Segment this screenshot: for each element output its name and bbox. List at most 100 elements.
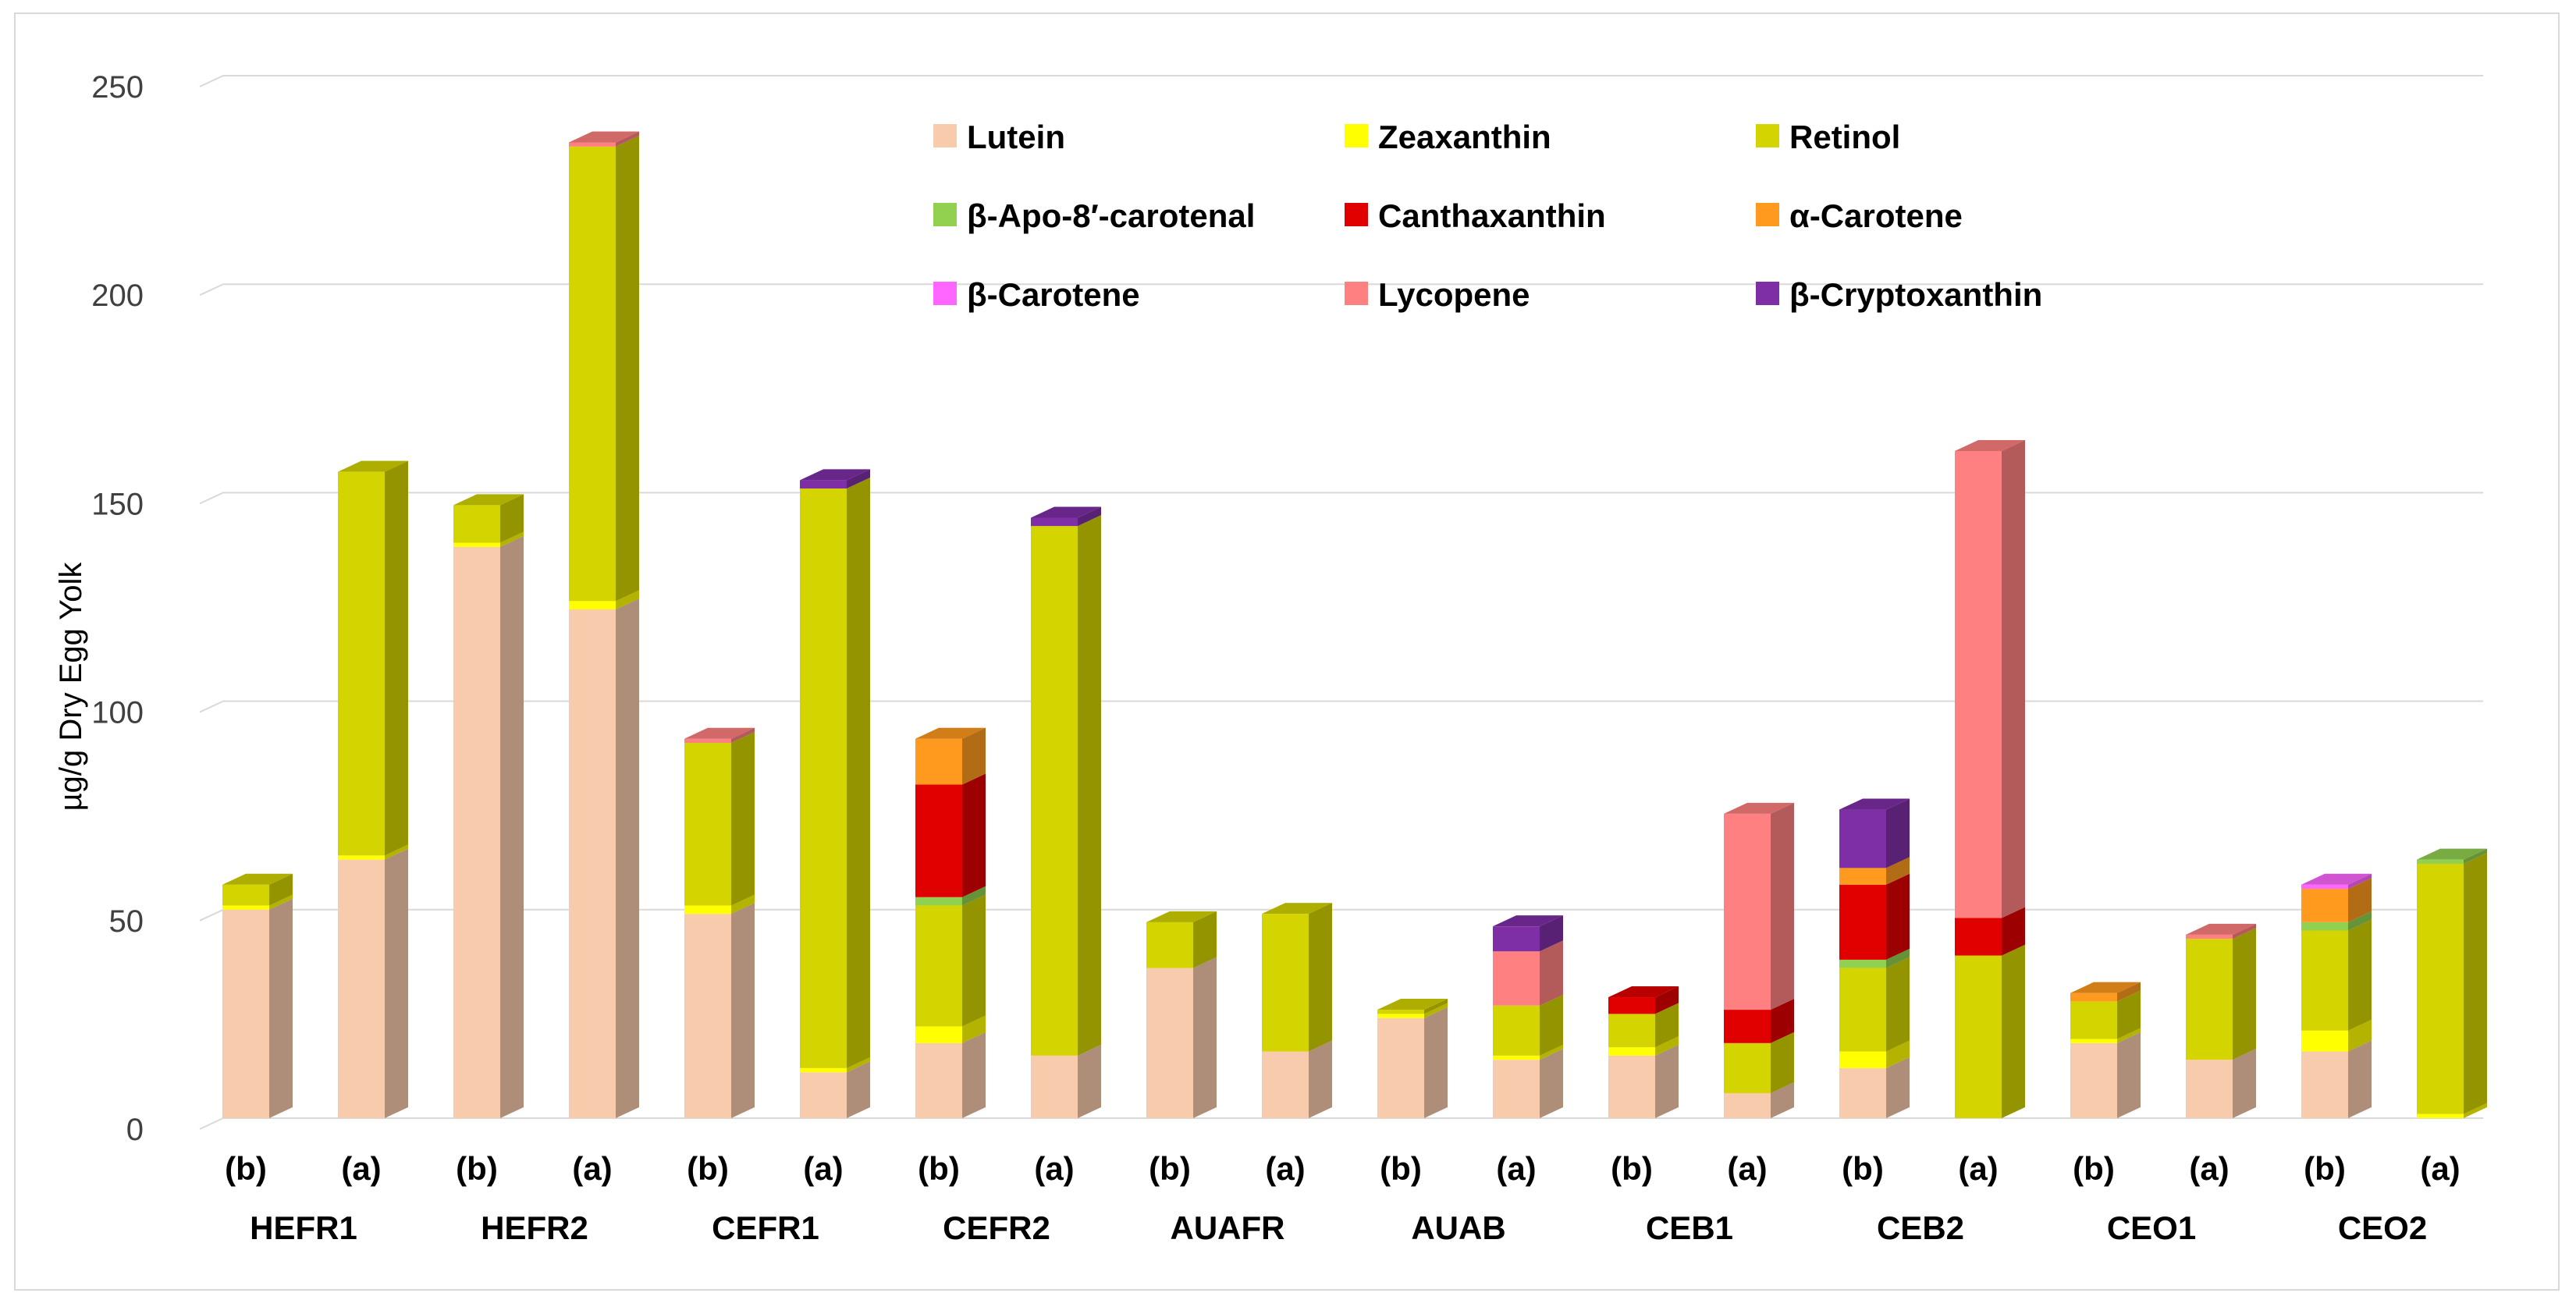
legend: Lutein Zeaxanthin Retinol β-Apo-8′-carotena…	[933, 119, 2042, 313]
bar-segment--cryptoxanthin	[1031, 506, 1101, 527]
legend-label: β-Cryptoxanthin	[1789, 276, 2042, 313]
group-label: CEFR1	[712, 1209, 819, 1246]
bar-segment-retinol	[2070, 990, 2141, 1039]
bar-side	[1886, 948, 1910, 968]
subcategory-label: (b)	[456, 1150, 498, 1187]
bar-segment-retinol	[222, 873, 293, 906]
bar-front	[2186, 1060, 2233, 1118]
subcategory-label: (a)	[1265, 1150, 1305, 1187]
bar-front	[1724, 1010, 1771, 1043]
bar-side	[2348, 1040, 2372, 1118]
bar-side	[2002, 944, 2025, 1118]
subcategory-label: (b)	[225, 1150, 267, 1187]
bar-segment-lutein	[2070, 1032, 2141, 1118]
bar-side	[500, 494, 524, 543]
bar-front	[1377, 1010, 1424, 1014]
bar-segment--apo-8-carotenal	[2417, 848, 2487, 865]
bar-front	[1146, 968, 1193, 1118]
bar-front	[2186, 934, 2233, 939]
bar-side	[1886, 1057, 1910, 1118]
bar-front	[1608, 1047, 1655, 1056]
bar-top	[800, 469, 870, 481]
bar-front	[800, 1072, 847, 1118]
bar-front	[1839, 959, 1886, 968]
bar-stack	[2417, 848, 2487, 1118]
subcategory-label: (a)	[1958, 1150, 1998, 1187]
bar-side	[847, 1061, 870, 1118]
bar-segment-canthaxanthin	[1608, 986, 1679, 1014]
legend-swatch	[933, 124, 957, 147]
bar-front	[1493, 1060, 1540, 1118]
bar-side	[2117, 1028, 2141, 1043]
legend-item: α-Carotene	[1756, 197, 1963, 234]
group-label: HEFR1	[250, 1209, 357, 1246]
bar-front	[2301, 930, 2348, 1031]
bar-side	[962, 894, 986, 1027]
bar-side	[1424, 1003, 1448, 1018]
bar-side	[1193, 957, 1217, 1118]
bar-side	[1771, 999, 1794, 1043]
legend-item: β-Apo-8′-carotenal	[933, 197, 1255, 234]
bar-segment-retinol	[1608, 1003, 1679, 1048]
group-label: CEO2	[2338, 1209, 2427, 1246]
subcategory-label: (a)	[341, 1150, 381, 1187]
bar-segment-retinol	[1493, 994, 1563, 1056]
bar-front	[1839, 868, 1886, 885]
bar-segment-retinol	[1377, 999, 1448, 1014]
bar-segment-zeaxanthin	[1377, 1003, 1448, 1018]
bar-front	[569, 142, 616, 147]
bar-segment-retinol	[1262, 903, 1332, 1052]
bar-top	[2417, 848, 2487, 860]
group-label: CEB2	[1877, 1209, 1964, 1246]
group-label: CEO1	[2107, 1209, 2196, 1246]
subcategory-label: (b)	[687, 1150, 729, 1187]
bar-front	[1608, 997, 1655, 1014]
legend-item: β-Carotene	[933, 276, 1140, 313]
bar-front	[1262, 1051, 1309, 1118]
bar-segment-zeaxanthin	[569, 590, 639, 610]
bar-segment-lycopene	[1493, 940, 1563, 1006]
bar-segment-lycopene	[569, 131, 639, 147]
bar-front	[1031, 1055, 1078, 1118]
bar-top	[338, 460, 408, 472]
bar-front	[569, 609, 616, 1118]
bar-segment-lutein	[684, 903, 755, 1118]
bar-stack	[2301, 873, 2372, 1118]
bar-front	[453, 505, 500, 543]
bar-front	[800, 1067, 847, 1073]
bar-side	[1886, 857, 1910, 885]
bar-front	[338, 859, 385, 1118]
bar-side	[616, 590, 639, 610]
group-label: HEFR2	[481, 1209, 588, 1246]
subcategory-label: (a)	[1496, 1150, 1536, 1187]
bar-segment-retinol	[2186, 928, 2256, 1060]
bar-top	[222, 873, 293, 885]
bar-segment-lutein	[915, 1032, 986, 1118]
bar-side	[2233, 923, 2256, 939]
bar-front	[569, 146, 616, 602]
bar-segment-lutein	[453, 535, 524, 1118]
gridline	[199, 283, 2483, 297]
bar-segment-retinol	[2301, 919, 2372, 1031]
bar-segment-lutein	[1146, 957, 1217, 1118]
bar-side	[731, 732, 755, 906]
bar-front	[2301, 1030, 2348, 1052]
bar-side	[847, 469, 870, 489]
bar-segment-canthaxanthin	[1839, 873, 1910, 960]
bar-stack	[453, 494, 524, 1118]
bar-side	[616, 135, 639, 602]
bar-side	[962, 773, 986, 897]
bar-side	[1655, 1003, 1679, 1048]
bar-stack	[1493, 915, 1563, 1118]
bar-stack	[1955, 439, 2025, 1118]
bar-side	[1771, 1032, 1794, 1093]
legend-item: Lycopene	[1345, 276, 1530, 313]
bar-front	[1377, 1014, 1424, 1018]
bar-segment-retinol	[1146, 911, 1217, 968]
bar-stack	[1839, 798, 1910, 1118]
bar-segment-retinol	[1724, 1032, 1794, 1093]
bar-side	[2117, 990, 2141, 1039]
bar-side	[2117, 1032, 2141, 1118]
bar-side	[1540, 994, 1563, 1056]
bar-side	[269, 898, 293, 1118]
